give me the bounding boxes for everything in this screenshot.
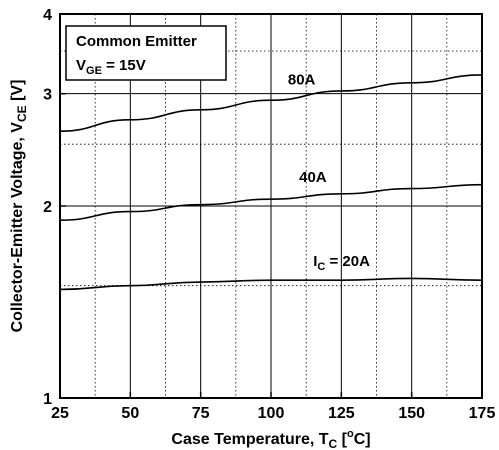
x-tick-label: 125 xyxy=(328,405,355,422)
legend-box xyxy=(65,25,227,81)
y-tick-label: 4 xyxy=(43,7,52,24)
series-line-1 xyxy=(59,183,483,222)
x-tick-label: 175 xyxy=(469,405,496,422)
y-tick-label: 1 xyxy=(43,391,52,408)
series-line-0 xyxy=(59,74,483,133)
series-label-20a: IC = 20A xyxy=(313,253,370,273)
series-lines xyxy=(59,74,483,291)
series-line-2 xyxy=(59,277,483,291)
x-tick-label: 50 xyxy=(121,405,139,422)
legend-title: Common Emitter xyxy=(76,33,197,50)
x-tick-label: 25 xyxy=(51,405,69,422)
y-tick-label: 3 xyxy=(43,87,52,104)
x-axis-title: Case Temperature, TC [oC] xyxy=(171,428,370,450)
y-tick-label: 2 xyxy=(43,199,52,216)
x-tick-label: 150 xyxy=(398,405,425,422)
x-tick-label: 100 xyxy=(258,405,285,422)
legend-condition: VGE = 15V xyxy=(76,57,146,77)
x-tick-label: 75 xyxy=(192,405,210,422)
y-axis-title: Collector-Emitter Voltage, VCE [V] xyxy=(9,80,29,333)
series-label-40a: 40A xyxy=(299,169,327,186)
series-label-80a: 80A xyxy=(288,72,316,89)
ticks: 25 50 75 100 125 150 175 1 2 3 4 xyxy=(43,7,495,422)
